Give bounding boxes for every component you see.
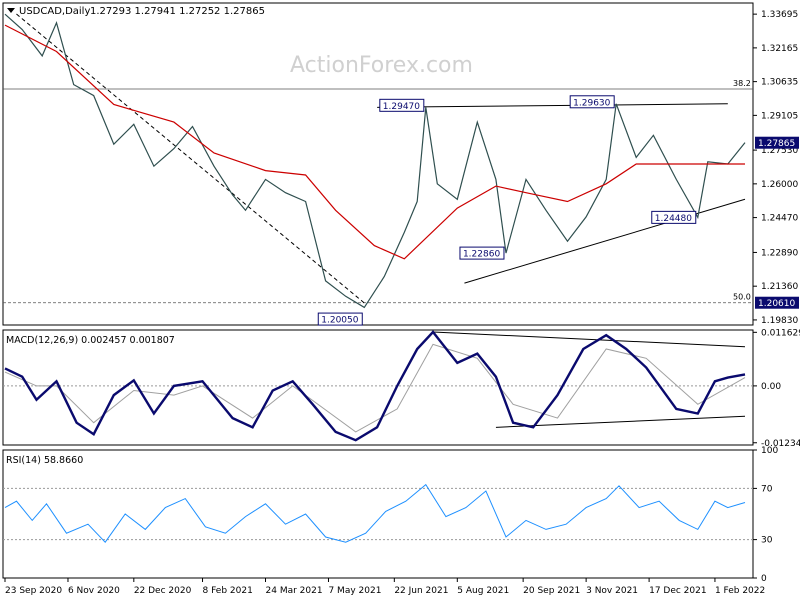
- rsi-y-axis: 100 70 30 0: [753, 446, 778, 584]
- rsi-y-tick-label: 100: [761, 446, 778, 456]
- symbol-label: USDCAD,Daily: [19, 6, 90, 17]
- price-y-tick-label: 1.32165: [761, 44, 798, 54]
- price-annotation: 1.29470: [379, 98, 425, 112]
- macd-trendlines: [432, 331, 746, 428]
- rsi-y-tick-label: 30: [761, 536, 773, 546]
- price-y-tick-label: 1.29105: [761, 111, 798, 121]
- rsi-title: RSI(14) 58.8660: [6, 455, 83, 466]
- current-price-label: 1.27865: [758, 139, 795, 149]
- price-y-axis: 1.33695 1.32165 1.30635 1.29105 1.27530 1.260…: [753, 10, 798, 326]
- price-panel: ActionForex.com 1.33695 1.32165 1.30635 1.2…: [2, 2, 799, 326]
- price-y-tick-label: 1.30635: [761, 78, 798, 88]
- price-annotation-label: 1.29470: [383, 102, 420, 112]
- macd-y-tick-label: -0.012348: [761, 439, 800, 449]
- rsi-line: [4, 483, 746, 543]
- price-annotation: 1.22860: [459, 246, 505, 260]
- x-axis: 23 Sep 2020 6 Nov 2020 22 Dec 2020 8 Feb 20…: [4, 578, 765, 596]
- macd-trendline: [432, 331, 746, 348]
- price-annotation-label: 1.20050: [321, 316, 358, 326]
- x-tick-label: 22 Dec 2020: [134, 586, 192, 596]
- x-tick-label: 17 Dec 2021: [649, 586, 707, 596]
- watermark: ActionForex.com: [290, 53, 473, 78]
- ohlc-values: 1.27293 1.27941 1.27252 1.27865: [90, 6, 265, 17]
- price-y-tick-label: 1.26000: [761, 180, 798, 190]
- macd-panel: MACD(12,26,9) 0.002457 0.001807 0.011629…: [2, 328, 800, 449]
- x-tick-label: 23 Sep 2020: [5, 586, 62, 596]
- price-y-tick-label: 1.24470: [761, 214, 798, 224]
- rsi-panel-frame: [2, 449, 754, 579]
- macd-line: [4, 330, 746, 442]
- price-annotation-label: 1.22860: [463, 250, 500, 260]
- macd-trendline: [495, 415, 746, 428]
- price-panel-frame: [2, 2, 754, 326]
- x-tick-label: 5 Aug 2021: [457, 586, 509, 596]
- price-y-tick-label: 1.27530: [761, 146, 798, 156]
- chart-header: USDCAD,Daily 1.27293 1.27941 1.27252 1.2…: [7, 6, 265, 17]
- macd-signal-line: [4, 343, 746, 433]
- rsi-panel: RSI(14) 58.8660 100 70 30 0: [2, 446, 778, 584]
- price-y-tick-label: 1.19830: [761, 316, 798, 326]
- moving-average-line: [4, 24, 745, 260]
- x-tick-label: 1 Feb 2022: [715, 586, 765, 596]
- price-annotation: 1.20050: [317, 312, 363, 326]
- rsi-levels: [3, 487, 753, 541]
- price-annotation-box: [569, 95, 615, 109]
- price-y-tick-label: 1.33695: [761, 10, 798, 20]
- x-tick-label: 7 May 2021: [328, 586, 381, 596]
- rsi-y-tick-label: 0: [761, 574, 767, 584]
- x-tick-label: 22 Jun 2021: [394, 586, 448, 596]
- chevron-down-icon: [7, 8, 15, 13]
- level-price-label: 1.20610: [758, 299, 795, 309]
- price-y-tick-label: 1.21360: [761, 282, 798, 292]
- price-annotation-box: [651, 210, 697, 224]
- price-annotation: 1.29630: [569, 95, 615, 109]
- x-tick-label: 3 Nov 2021: [586, 586, 638, 596]
- fib-level-label: 50.0: [733, 293, 751, 302]
- price-annotation-box: [459, 246, 505, 260]
- price-trendline: [377, 103, 728, 108]
- price-annotation-box: [317, 312, 363, 326]
- macd-panel-frame: [2, 329, 754, 446]
- x-tick-label: 20 Sep 2021: [523, 586, 580, 596]
- x-tick-label: 6 Nov 2020: [68, 586, 120, 596]
- price-trendline: [16, 13, 365, 304]
- macd-y-tick-label: 0.00: [761, 382, 781, 392]
- price-y-tick-label: 1.22890: [761, 248, 798, 258]
- macd-title: MACD(12,26,9) 0.002457 0.001807: [6, 335, 175, 346]
- rsi-y-tick-label: 70: [761, 484, 773, 494]
- price-annotation-label: 1.24480: [655, 214, 692, 224]
- price-annotations: 1.29470 1.29630 1.22860 1.24480 1.20050: [317, 95, 697, 326]
- x-tick-label: 8 Feb 2021: [203, 586, 253, 596]
- fib-levels: 38.2 50.0: [3, 79, 753, 304]
- price-annotation-label: 1.29630: [573, 98, 610, 108]
- x-tick-label: 24 Mar 2021: [266, 586, 323, 596]
- current-price-marker: 1.27865 1.20610: [755, 136, 799, 309]
- fib-level-label: 38.2: [733, 79, 751, 88]
- price-annotation: 1.24480: [651, 210, 697, 224]
- macd-y-tick-label: 0.011629: [761, 328, 800, 338]
- price-annotation-box: [379, 98, 425, 112]
- level-price-box: [755, 296, 799, 309]
- current-price-box: [755, 136, 799, 149]
